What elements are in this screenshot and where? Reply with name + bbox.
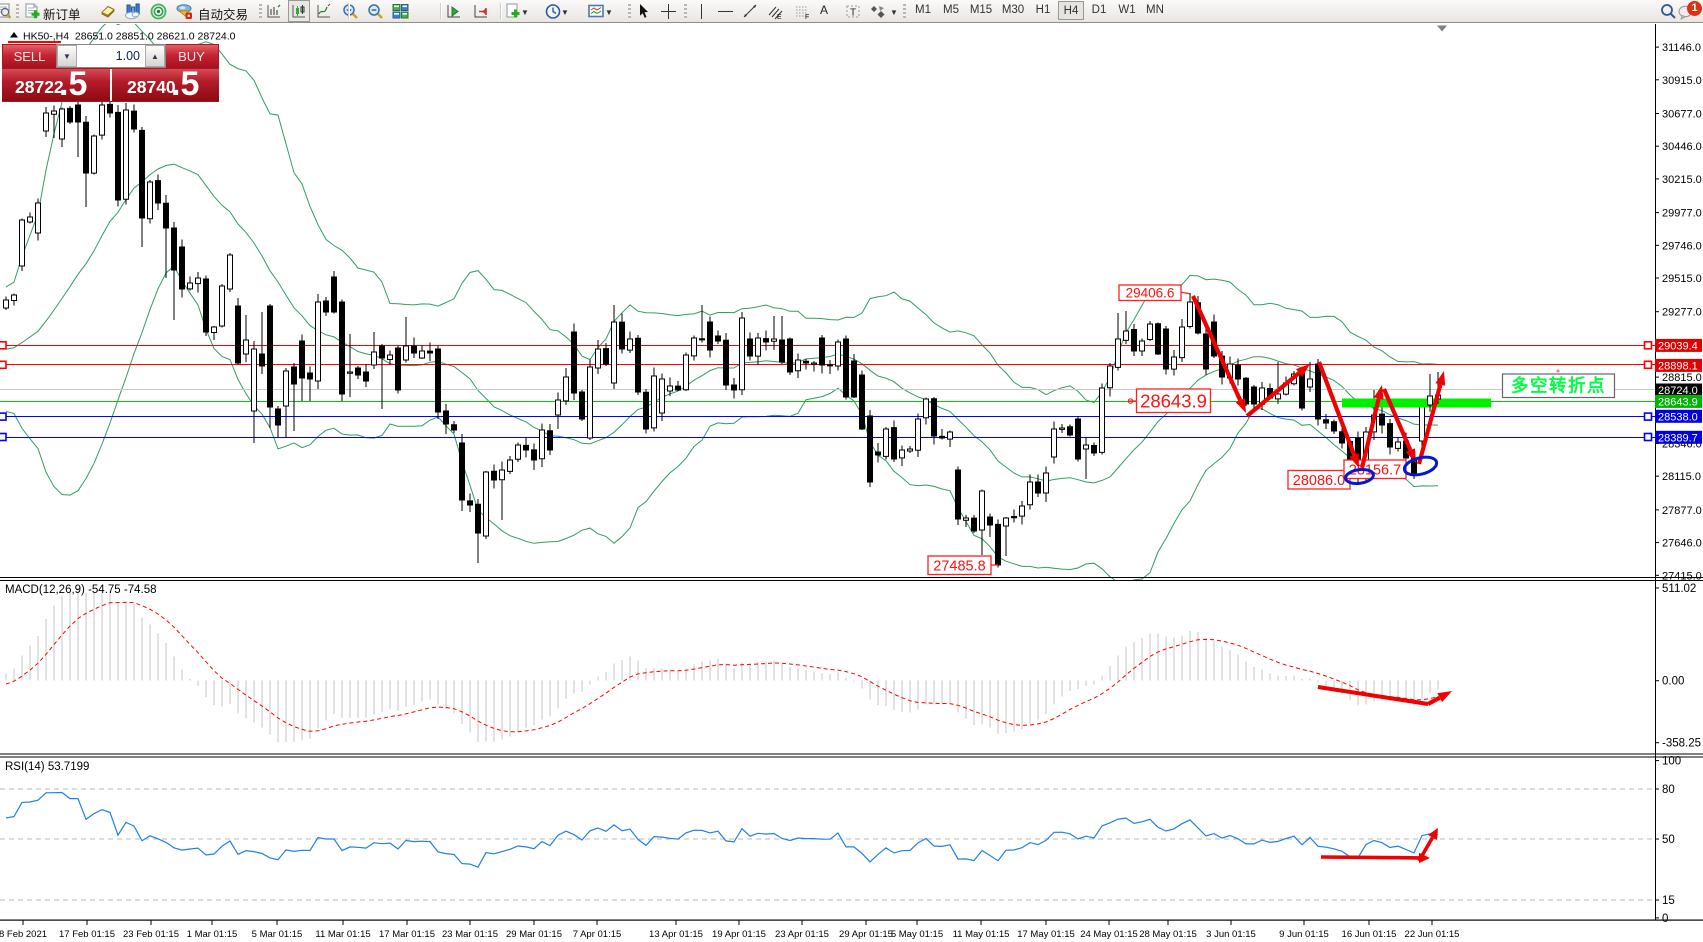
svg-text:511.02: 511.02 xyxy=(1662,583,1696,595)
svg-text:29 Apr 01:15: 29 Apr 01:15 xyxy=(839,929,893,940)
svg-text:28086.0: 28086.0 xyxy=(1293,473,1345,489)
svg-text:5 Mar 01:15: 5 Mar 01:15 xyxy=(252,929,303,940)
svg-text:HK50-,H4 28651.0 28851.0 2862: HK50-,H4 28651.0 28851.0 28621.0 28724.0 xyxy=(23,31,236,43)
svg-text:28898.1: 28898.1 xyxy=(1658,360,1698,372)
svg-text:-358.25: -358.25 xyxy=(1662,738,1701,750)
svg-text:31146.0: 31146.0 xyxy=(1662,42,1701,54)
svg-text:19 Apr 01:15: 19 Apr 01:15 xyxy=(712,929,766,940)
svg-text:23 Apr 01:15: 23 Apr 01:15 xyxy=(775,929,829,940)
svg-text:0: 0 xyxy=(1662,913,1668,925)
svg-text:1 Mar 01:15: 1 Mar 01:15 xyxy=(187,929,238,940)
svg-text:27415.0: 27415.0 xyxy=(1662,570,1702,582)
svg-text:多空转折点: 多空转折点 xyxy=(1511,376,1606,396)
svg-text:MACD(12,26,9) -54.75 -74.58: MACD(12,26,9) -54.75 -74.58 xyxy=(5,584,157,596)
svg-text:24 May 01:15: 24 May 01:15 xyxy=(1080,929,1138,940)
svg-text:30677.0: 30677.0 xyxy=(1662,109,1702,121)
svg-text:80: 80 xyxy=(1662,784,1675,796)
svg-text:9 Jun 01:15: 9 Jun 01:15 xyxy=(1279,929,1329,940)
svg-text:30446.0: 30446.0 xyxy=(1662,141,1702,153)
svg-text:29 Mar 01:15: 29 Mar 01:15 xyxy=(506,929,562,940)
svg-text:E: E xyxy=(777,14,782,20)
svg-text:100: 100 xyxy=(1662,756,1681,768)
svg-text:3 Jun 01:15: 3 Jun 01:15 xyxy=(1206,929,1256,940)
svg-text:11 May 01:15: 11 May 01:15 xyxy=(953,929,1010,940)
svg-text:30915.0: 30915.0 xyxy=(1662,75,1702,87)
svg-text:23 Feb 01:15: 23 Feb 01:15 xyxy=(123,929,179,940)
svg-text:27877.0: 27877.0 xyxy=(1662,505,1702,517)
svg-text:29746.0: 29746.0 xyxy=(1662,240,1702,252)
svg-text:7 Apr 01:15: 7 Apr 01:15 xyxy=(573,929,622,940)
svg-text:17 Mar 01:15: 17 Mar 01:15 xyxy=(379,929,435,940)
svg-text:28815.0: 28815.0 xyxy=(1662,372,1702,384)
svg-text:T: T xyxy=(850,7,856,18)
svg-text:30215.0: 30215.0 xyxy=(1662,174,1702,186)
svg-text:27646.0: 27646.0 xyxy=(1662,538,1702,550)
svg-text:28115.0: 28115.0 xyxy=(1662,471,1701,483)
svg-text:17 Feb 01:15: 17 Feb 01:15 xyxy=(59,929,115,940)
svg-text:28643.9: 28643.9 xyxy=(1140,390,1207,411)
svg-text:11 Mar 01:15: 11 Mar 01:15 xyxy=(315,929,370,940)
svg-text:RSI(14) 53.7199: RSI(14) 53.7199 xyxy=(5,761,89,773)
svg-text:F: F xyxy=(805,14,809,20)
svg-text:28643.9: 28643.9 xyxy=(1658,396,1698,408)
svg-text:8 Feb 2021: 8 Feb 2021 xyxy=(0,929,47,940)
svg-text:29039.4: 29039.4 xyxy=(1658,340,1698,352)
svg-text:28389.7: 28389.7 xyxy=(1658,432,1698,444)
svg-text:28 May 01:15: 28 May 01:15 xyxy=(1139,929,1197,940)
svg-text:17 May 01:15: 17 May 01:15 xyxy=(1017,929,1075,940)
svg-text:27485.8: 27485.8 xyxy=(933,558,985,574)
svg-text:29277.0: 29277.0 xyxy=(1662,307,1702,319)
svg-text:15: 15 xyxy=(1662,895,1675,907)
svg-text:28538.0: 28538.0 xyxy=(1658,411,1698,423)
svg-text:23 Mar 01:15: 23 Mar 01:15 xyxy=(442,929,498,940)
svg-text:50: 50 xyxy=(1662,834,1675,846)
svg-text:5 May 01:15: 5 May 01:15 xyxy=(891,929,943,940)
svg-text:13 Apr 01:15: 13 Apr 01:15 xyxy=(649,929,703,940)
svg-text:22 Jun 01:15: 22 Jun 01:15 xyxy=(1405,929,1460,940)
svg-text:0.00: 0.00 xyxy=(1662,676,1684,688)
svg-text:29515.0: 29515.0 xyxy=(1662,273,1702,285)
svg-text:29977.0: 29977.0 xyxy=(1662,208,1702,220)
svg-text:16 Jun 01:15: 16 Jun 01:15 xyxy=(1342,929,1397,940)
svg-text:29406.6: 29406.6 xyxy=(1126,286,1175,301)
svg-text:28724.0: 28724.0 xyxy=(1658,385,1698,397)
